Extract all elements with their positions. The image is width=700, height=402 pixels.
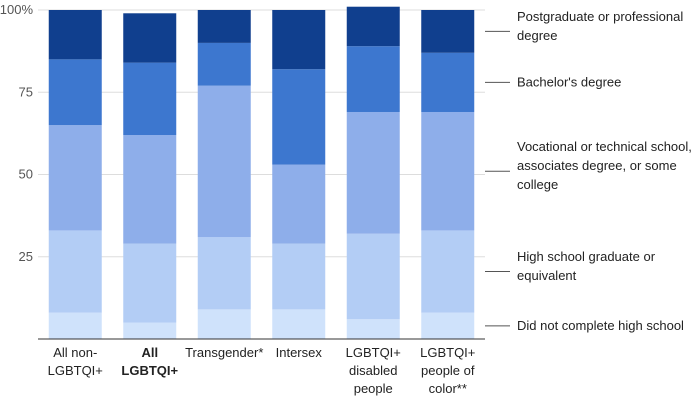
bar-segment: [272, 164, 326, 244]
y-tick-label: 100%: [0, 2, 33, 17]
bar-segment: [346, 46, 400, 112]
bar-segment: [346, 319, 400, 339]
bar-segment: [197, 42, 251, 86]
x-axis-labels: All non-LGBTQI+ All LGBTQI+ Transgender* Int…: [48, 345, 476, 396]
gridlines: [38, 9, 485, 258]
bar-segment: [123, 322, 177, 339]
bar-segment: [346, 6, 400, 47]
bar-segment: [48, 10, 102, 60]
bar-segment: [197, 309, 251, 339]
bar-segment: [421, 230, 475, 313]
bar-segment: [123, 13, 177, 63]
bar-segment: [48, 59, 102, 126]
bar-segment: [123, 135, 177, 244]
bars: [48, 6, 475, 339]
bar-segment: [197, 10, 251, 43]
legend: Did not complete high school High school …: [485, 9, 692, 333]
bar-segment: [272, 309, 326, 339]
legend-entry: Did not complete high school: [517, 318, 684, 333]
x-tick-label: All LGBTQI+: [121, 345, 178, 378]
x-tick-label: LGBTQI+ people of color**: [420, 345, 475, 396]
bar-segment: [48, 125, 102, 231]
y-tick-label: 75: [19, 84, 33, 99]
bar-segment: [48, 312, 102, 339]
bar-segment: [123, 62, 177, 136]
bar-segment: [272, 69, 326, 165]
bar-segment: [421, 52, 475, 112]
bar-segment: [123, 243, 177, 323]
legend-entry: Bachelor's degree: [517, 74, 621, 89]
y-axis-ticks: 25 50 75 100%: [0, 2, 33, 264]
x-tick-label: LGBTQI+ disabled people: [346, 345, 401, 396]
bar-segment: [421, 312, 475, 339]
bar-segment: [346, 233, 400, 320]
x-tick-label: Transgender*: [185, 345, 263, 360]
legend-entry: Postgraduate or professional degree: [517, 9, 683, 43]
legend-entry: Vocational or technical school, associate…: [517, 139, 692, 192]
bar-segment: [197, 85, 251, 238]
bar-segment: [48, 230, 102, 313]
bar-segment: [272, 10, 326, 70]
legend-entry: High school graduate or equivalent: [517, 249, 656, 283]
x-tick-label: Intersex: [276, 345, 323, 360]
x-tick-label: All non-LGBTQI+: [48, 345, 103, 378]
bar-segment: [421, 10, 475, 53]
bar-segment: [421, 111, 475, 231]
y-tick-label: 25: [19, 249, 33, 264]
y-tick-label: 50: [19, 167, 33, 182]
bar-segment: [346, 111, 400, 234]
bar-segment: [197, 237, 251, 310]
bar-segment: [272, 243, 326, 310]
